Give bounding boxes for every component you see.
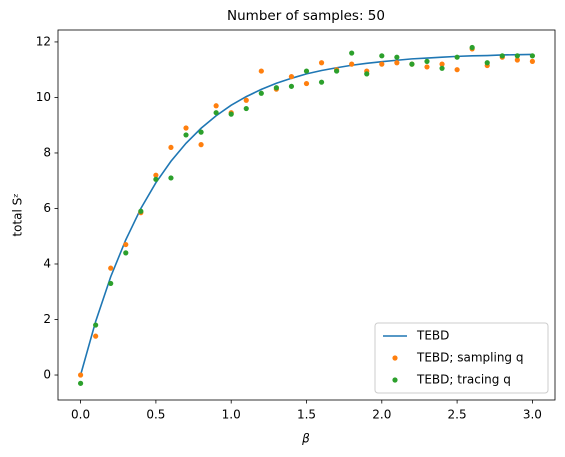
data-point: [198, 142, 204, 148]
x-tick-label: 2.0: [372, 408, 391, 422]
y-tick-label: 4: [43, 256, 51, 270]
data-point: [123, 250, 129, 256]
data-point: [394, 54, 400, 60]
data-point: [303, 80, 310, 87]
data-point: [183, 132, 189, 138]
legend-box: [374, 322, 549, 394]
data-point: [379, 53, 385, 59]
data-point: [213, 103, 219, 109]
legend-swatch: [392, 377, 398, 383]
data-point: [424, 58, 430, 64]
data-point: [93, 333, 99, 339]
data-point: [303, 68, 310, 74]
data-point: [334, 68, 340, 74]
data-point: [108, 280, 114, 287]
data-point: [258, 68, 264, 74]
x-tick-label: 0.0: [71, 408, 90, 422]
legend-label: TEBD; sampling q: [416, 351, 523, 365]
data-point: [349, 50, 355, 56]
y-tick-label: 10: [36, 90, 51, 104]
data-point: [243, 97, 249, 103]
data-point: [364, 71, 370, 77]
data-point: [439, 65, 445, 71]
data-point: [394, 60, 400, 66]
data-point: [288, 83, 295, 89]
data-point: [514, 53, 520, 59]
data-point: [153, 172, 159, 178]
data-point: [183, 125, 189, 131]
y-axis-label: total Sᶻ: [11, 193, 25, 236]
data-point: [138, 208, 144, 214]
data-point: [318, 79, 325, 85]
data-point: [499, 53, 505, 59]
data-point: [424, 64, 430, 70]
data-point: [168, 175, 174, 181]
data-point: [514, 57, 520, 63]
data-point: [213, 110, 219, 116]
data-point: [77, 380, 84, 386]
data-point: [228, 111, 234, 117]
data-point: [258, 90, 264, 96]
data-point: [153, 176, 159, 182]
legend-label: TEBD; tracing q: [416, 373, 511, 387]
legend-swatch: [392, 355, 398, 361]
data-point: [349, 61, 355, 67]
data-point: [108, 265, 114, 271]
x-tick-label: 2.5: [448, 408, 467, 422]
x-tick-label: 0.5: [146, 408, 165, 422]
data-point: [273, 85, 279, 91]
data-point: [469, 44, 475, 51]
data-point: [439, 61, 445, 67]
data-point: [77, 372, 84, 378]
chart-title: Number of samples: 50: [227, 8, 385, 24]
axes-frame: [57, 29, 556, 401]
data-point: [409, 61, 415, 67]
data-point: [198, 129, 204, 135]
x-tick-label: 1.0: [222, 408, 241, 422]
data-point: [529, 58, 536, 64]
data-point: [318, 60, 325, 66]
legend-label: TEBD: [416, 329, 449, 343]
data-point: [243, 105, 249, 112]
data-point: [93, 322, 99, 328]
x-axis-label: β: [301, 432, 310, 446]
data-point: [484, 60, 490, 66]
data-point: [123, 241, 129, 248]
data-point: [288, 74, 295, 80]
y-tick-label: 2: [43, 312, 51, 326]
data-point: [529, 53, 536, 59]
x-tick-label: 1.5: [297, 408, 316, 422]
y-tick-label: 6: [43, 201, 51, 215]
data-point: [454, 67, 460, 73]
legend: TEBD TEBD; sampling q TEBD; tracing q: [374, 322, 549, 394]
y-tick-label: 12: [36, 34, 51, 48]
data-point: [379, 61, 385, 67]
y-tick-label: 8: [43, 145, 51, 159]
x-tick-label: 3.0: [523, 408, 542, 422]
y-tick-label: 0: [43, 368, 51, 382]
data-point: [168, 144, 174, 151]
data-point: [454, 54, 460, 60]
